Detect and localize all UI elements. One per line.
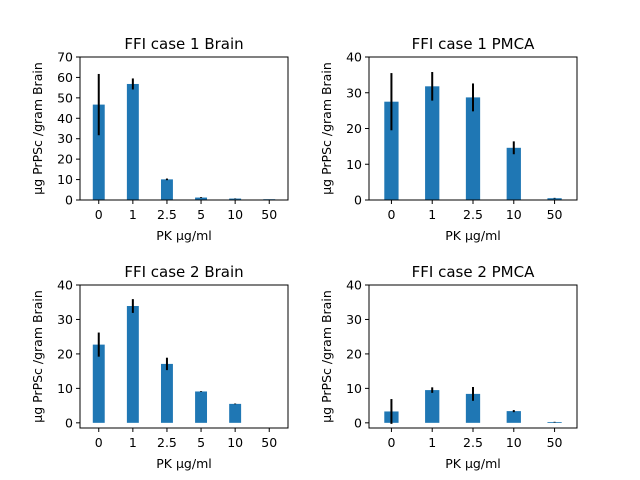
y-tick-label: 50 <box>57 90 73 105</box>
x-tick-label: 1 <box>428 207 436 222</box>
x-axis-label: PK µg/ml <box>445 228 500 243</box>
bar <box>425 390 440 423</box>
y-tick-label: 20 <box>346 121 362 136</box>
y-tick-label: 10 <box>346 157 362 172</box>
x-tick-label: 10 <box>506 435 522 450</box>
x-tick-label: 0 <box>95 435 103 450</box>
y-tick-label: 0 <box>65 193 73 208</box>
x-tick-label: 10 <box>227 207 243 222</box>
chart-4: 0 1 2.5 10 50 0 10 20 30 40 FFI case 2 PMCA PK µg/m… <box>319 263 578 471</box>
bar <box>160 179 173 200</box>
x-tick-label: 5 <box>197 435 205 450</box>
y-tick-label: 30 <box>346 312 362 327</box>
y-tick-label: 10 <box>57 172 73 187</box>
y-tick-label: 10 <box>346 381 362 396</box>
chart-1: 0 1 2.5 5 10 50 0 10 20 30 40 50 60 70 FFI case 1 Brai… <box>30 35 289 243</box>
bar <box>195 197 208 200</box>
bar <box>506 147 521 200</box>
x-tick-label: 5 <box>197 207 205 222</box>
chart-3: 0 1 2.5 5 10 50 0 10 20 30 40 FFI case 2 Brain PK µg… <box>30 263 289 471</box>
y-axis-label: µg PrPSc /gram Brain <box>30 62 45 195</box>
y-axis-label: µg PrPSc /gram Brain <box>30 290 45 423</box>
x-tick-label: 1 <box>428 435 436 450</box>
bar <box>126 83 139 200</box>
y-tick-label: 0 <box>65 415 73 430</box>
bar <box>384 101 399 200</box>
y-tick-label: 0 <box>354 415 362 430</box>
x-tick-label: 50 <box>547 207 563 222</box>
x-tick-label: 2.5 <box>463 207 483 222</box>
x-tick-label: 10 <box>227 435 243 450</box>
x-tick-label: 50 <box>261 435 277 450</box>
chart-2: 0 1 2.5 10 50 0 10 20 30 40 FFI case 1 PMCA PK µg/m… <box>319 35 578 243</box>
y-tick-label: 40 <box>346 50 362 65</box>
bar <box>506 411 521 423</box>
bar <box>92 104 105 200</box>
x-tick-label: 0 <box>387 207 395 222</box>
y-tick-label: 70 <box>57 50 73 65</box>
bar <box>195 391 208 423</box>
bar <box>547 198 562 200</box>
y-tick-label: 10 <box>57 381 73 396</box>
x-axis-label: PK µg/ml <box>156 456 211 471</box>
chart-title: FFI case 2 Brain <box>124 263 243 281</box>
y-tick-label: 0 <box>354 193 362 208</box>
x-tick-label: 2.5 <box>463 435 483 450</box>
bar <box>126 306 139 423</box>
x-axis-label: PK µg/ml <box>445 456 500 471</box>
y-tick-label: 20 <box>57 152 73 167</box>
x-tick-label: 10 <box>506 207 522 222</box>
bar <box>92 344 105 423</box>
x-tick-label: 50 <box>261 207 277 222</box>
y-tick-label: 30 <box>57 312 73 327</box>
bar <box>425 86 440 200</box>
bar <box>229 403 242 423</box>
bar <box>465 393 481 423</box>
y-tick-label: 30 <box>346 85 362 100</box>
x-tick-label: 2.5 <box>157 207 177 222</box>
y-tick-label: 60 <box>57 70 73 85</box>
x-tick-label: 2.5 <box>157 435 177 450</box>
y-tick-label: 40 <box>57 278 73 293</box>
plot-frame <box>79 56 289 201</box>
y-axis-label: µg PrPSc /gram Brain <box>319 290 334 423</box>
y-tick-label: 30 <box>57 131 73 146</box>
x-tick-label: 1 <box>129 207 137 222</box>
y-axis-label: µg PrPSc /gram Brain <box>319 62 334 195</box>
chart-title: FFI case 2 PMCA <box>412 263 535 281</box>
chart-title: FFI case 1 Brain <box>124 35 243 53</box>
bar <box>160 363 173 423</box>
y-tick-label: 40 <box>57 111 73 126</box>
chart-title: FFI case 1 PMCA <box>412 35 535 53</box>
bar <box>229 198 242 200</box>
x-tick-label: 0 <box>387 435 395 450</box>
x-tick-label: 1 <box>129 435 137 450</box>
x-tick-label: 50 <box>547 435 563 450</box>
x-axis-label: PK µg/ml <box>156 228 211 243</box>
x-tick-label: 0 <box>95 207 103 222</box>
y-tick-label: 20 <box>346 346 362 361</box>
plot-frame <box>79 284 289 429</box>
y-tick-label: 20 <box>57 346 73 361</box>
y-tick-label: 40 <box>346 278 362 293</box>
bar <box>465 97 481 200</box>
